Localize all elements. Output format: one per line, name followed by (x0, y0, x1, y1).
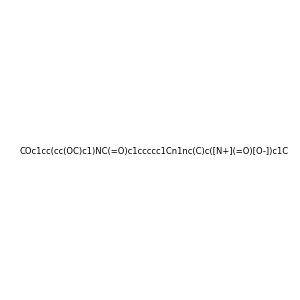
Text: COc1cc(cc(OC)c1)NC(=O)c1ccccc1Cn1nc(C)c([N+](=O)[O-])c1C: COc1cc(cc(OC)c1)NC(=O)c1ccccc1Cn1nc(C)c(… (19, 147, 288, 156)
